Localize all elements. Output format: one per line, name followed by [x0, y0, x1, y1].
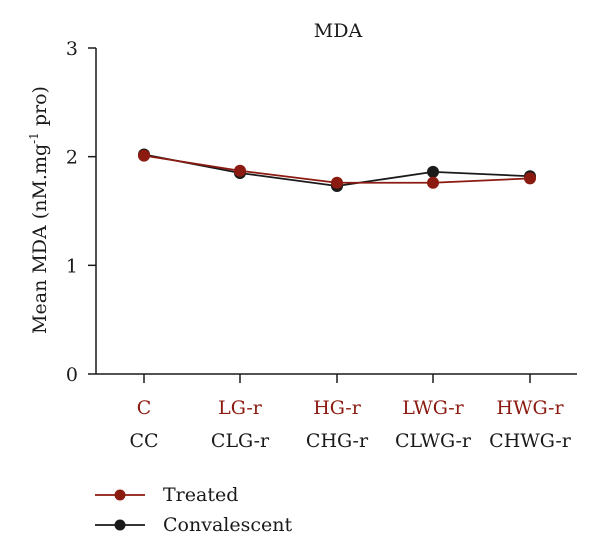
x-category-label-treated: HG-r	[313, 397, 362, 419]
y-tick-label: 2	[66, 147, 78, 169]
series-layer	[138, 148, 536, 193]
x-category-label-convalescent: CHG-r	[306, 430, 369, 452]
legend-marker-convalescent	[114, 519, 126, 531]
y-tick-label: 1	[66, 255, 78, 277]
x-category-label-treated: HWG-r	[496, 397, 564, 419]
data-point-treated	[427, 176, 439, 189]
data-point-treated	[331, 176, 343, 189]
y-axis-label-suffix: pro)	[29, 86, 51, 132]
x-category-label-convalescent: CLG-r	[211, 430, 270, 452]
chart-title: MDA	[314, 20, 363, 42]
data-point-treated	[234, 164, 246, 177]
legend-label-convalescent: Convalescent	[163, 514, 292, 536]
y-axis-label-superscript: -1	[27, 132, 41, 144]
legend: Treated Convalescent	[95, 484, 292, 536]
data-point-treated	[138, 149, 150, 162]
x-category-label-convalescent: CLWG-r	[395, 430, 472, 452]
x-category-label-treated: C	[137, 397, 152, 419]
x-category-label-treated: LG-r	[218, 397, 263, 419]
legend-label-treated: Treated	[163, 484, 238, 506]
y-tick-label: 0	[66, 364, 78, 386]
x-ticks: CCCLG-rCLG-rHG-rCHG-rLWG-rCLWG-rHWG-rCHW…	[129, 374, 572, 452]
data-point-convalescent	[427, 165, 439, 178]
x-category-label-convalescent: CC	[129, 430, 158, 452]
legend-marker-treated	[114, 489, 126, 501]
x-category-label-treated: LWG-r	[402, 397, 464, 419]
y-ticks: 0 1 2 3	[66, 38, 96, 386]
y-axis-label: Mean MDA (nM.mg-1 pro)	[27, 86, 51, 334]
x-category-label-convalescent: CHWG-r	[489, 430, 572, 452]
y-axis-label-main: Mean MDA (nM.mg	[29, 144, 51, 334]
y-tick-label: 3	[66, 38, 78, 60]
data-point-treated	[524, 172, 536, 185]
